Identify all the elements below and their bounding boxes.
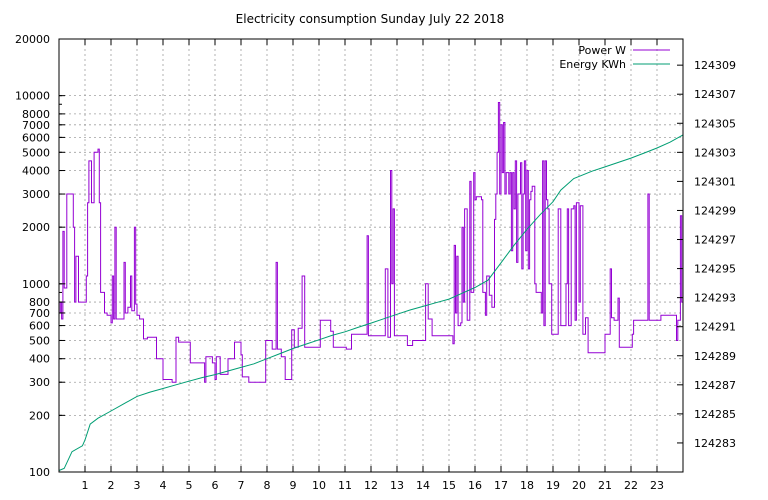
- y-tick-label: 7000: [22, 119, 50, 132]
- y-tick-label: 500: [29, 334, 50, 347]
- x-tick-label: 22: [624, 479, 638, 492]
- x-tick-label: 19: [546, 479, 560, 492]
- x-tick-label: 14: [416, 479, 430, 492]
- x-tick-label: 6: [212, 479, 219, 492]
- x-tick-label: 20: [572, 479, 586, 492]
- y2-tick-label: 124293: [694, 292, 736, 305]
- y-tick-label: 1000: [22, 278, 50, 291]
- x-tick-label: 17: [494, 479, 508, 492]
- x-tick-label: 1: [82, 479, 89, 492]
- x-tick-label: 12: [364, 479, 378, 492]
- y-tick-label: 2000: [22, 221, 50, 234]
- x-tick-label: 10: [312, 479, 326, 492]
- y-tick-label: 10000: [15, 90, 50, 103]
- y2-tick-label: 124289: [694, 350, 736, 363]
- x-tick-label: 5: [186, 479, 193, 492]
- y2-tick-label: 124295: [694, 263, 736, 276]
- x-tick-label: 23: [650, 479, 664, 492]
- x-tick-label: 4: [160, 479, 167, 492]
- y2-tick-label: 124297: [694, 234, 736, 247]
- y2-tick-label: 124291: [694, 321, 736, 334]
- x-tick-label: 16: [468, 479, 482, 492]
- y-tick-label: 800: [29, 296, 50, 309]
- legend: Power W Energy KWh: [559, 44, 670, 71]
- legend-label-energy: Energy KWh: [559, 58, 626, 71]
- x-tick-label: 11: [338, 479, 352, 492]
- legend-label-power: Power W: [578, 44, 626, 57]
- y-tick-label: 700: [29, 307, 50, 320]
- y-tick-label: 3000: [22, 188, 50, 201]
- x-tick-label: 13: [390, 479, 404, 492]
- tick-labels: 1 2 3 4 5 6 7 8 9 10 11 12 13 14 15 16 17 18 19 20 21 22 23100…: [15, 33, 736, 492]
- y2-tick-label: 124307: [694, 88, 736, 101]
- x-tick-label: 21: [598, 479, 612, 492]
- x-tick-label: 2: [108, 479, 115, 492]
- y-tick-label: 400: [29, 353, 50, 366]
- y-tick-label: 20000: [15, 33, 50, 46]
- x-tick-label: 18: [520, 479, 534, 492]
- x-tick-label: 7: [238, 479, 245, 492]
- series-line-power: [59, 102, 683, 383]
- x-tick-label: 8: [264, 479, 271, 492]
- y-tick-label: 300: [29, 376, 50, 389]
- y2-tick-label: 124303: [694, 146, 736, 159]
- y2-tick-label: 124299: [694, 204, 736, 217]
- y2-tick-label: 124287: [694, 379, 736, 392]
- y-tick-label: 4000: [22, 165, 50, 178]
- y-tick-label: 600: [29, 320, 50, 333]
- y-tick-label: 100: [29, 466, 50, 479]
- y2-tick-label: 124283: [694, 437, 736, 450]
- tick-marks: [59, 38, 683, 473]
- y-tick-label: 200: [29, 409, 50, 422]
- y-tick-label: 6000: [22, 131, 50, 144]
- y-tick-label: 8000: [22, 108, 50, 121]
- y2-tick-label: 124301: [694, 175, 736, 188]
- y2-tick-label: 124305: [694, 117, 736, 130]
- x-tick-label: 9: [290, 479, 297, 492]
- series-layer: [58, 102, 684, 471]
- x-tick-label: 15: [442, 479, 456, 492]
- y-tick-label: 5000: [22, 146, 50, 159]
- y2-tick-label: 124309: [694, 59, 736, 72]
- x-tick-label: 3: [134, 479, 141, 492]
- chart-title: Electricity consumption Sunday July 22 2…: [236, 12, 505, 26]
- series-line-energy: [58, 134, 684, 471]
- y2-tick-label: 124285: [694, 408, 736, 421]
